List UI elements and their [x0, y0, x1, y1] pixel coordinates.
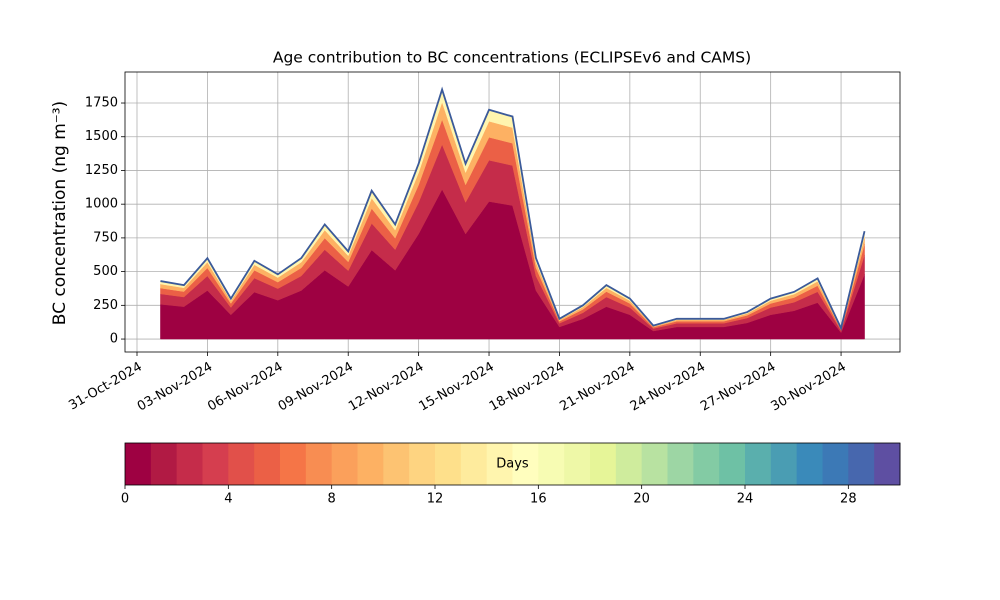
- y-axis-label: BC concentration (ng m⁻³): [50, 101, 70, 325]
- colorbar-cell: [202, 443, 229, 485]
- colorbar-cell: [719, 443, 746, 485]
- x-tick-label: 06-Nov-2024: [205, 360, 285, 415]
- colorbar-label: Days: [496, 457, 529, 472]
- x-tick-label: 21-Nov-2024: [557, 360, 637, 415]
- x-tick-label: 18-Nov-2024: [487, 360, 567, 415]
- y-tick-label: 1500: [85, 129, 118, 144]
- colorbar-cell: [150, 443, 178, 485]
- colorbar-tick-label: 16: [530, 492, 547, 507]
- colorbar-cell: [564, 443, 591, 485]
- colorbar-frame: [124, 442, 901, 486]
- colorbar-cell: [512, 443, 539, 485]
- y-tick-label: 1250: [85, 163, 118, 178]
- colorbar-tick-label: 0: [121, 492, 129, 507]
- y-tick-label: 750: [93, 230, 118, 245]
- colorbar-cell: [228, 443, 255, 485]
- colorbar-cell: [435, 443, 462, 485]
- colorbar-tick-label: 24: [737, 492, 754, 507]
- y-tick-label: 500: [93, 264, 118, 279]
- y-tick-label: 1000: [85, 197, 118, 212]
- x-tick-label: 30-Nov-2024: [769, 360, 849, 415]
- colorbar-cell: [305, 443, 333, 485]
- colorbar-cell: [460, 443, 488, 485]
- colorbar-tick-label: 8: [328, 492, 336, 507]
- colorbar-cell: [538, 443, 565, 485]
- colorbar-cell: [615, 443, 643, 485]
- colorbar-tick-label: 20: [633, 492, 650, 507]
- colorbar-cell: [409, 443, 436, 485]
- colorbar-tick-label: 4: [224, 492, 232, 507]
- colorbar-cell: [796, 443, 823, 485]
- colorbar-cell: [280, 443, 307, 485]
- total-outline: [160, 86, 866, 331]
- x-tick-label: 27-Nov-2024: [698, 360, 778, 415]
- y-tick-label: 1750: [85, 96, 118, 111]
- colorbar-cell: [770, 443, 798, 485]
- colorbar-cell: [693, 443, 720, 485]
- y-tick-label: 0: [110, 332, 118, 347]
- colorbar-cell: [874, 443, 901, 485]
- x-tick-label: 24-Nov-2024: [628, 360, 708, 415]
- colorbar-cell: [745, 443, 772, 485]
- colorbar-cell: [254, 443, 281, 485]
- y-tick-label: 250: [93, 298, 118, 313]
- colorbar-cell: [590, 443, 617, 485]
- x-tick-label: 03-Nov-2024: [135, 360, 215, 415]
- colorbar-cell: [641, 443, 668, 485]
- plot-frame: [124, 71, 901, 353]
- colorbar-cell: [176, 443, 203, 485]
- colorbar-cell: [383, 443, 410, 485]
- x-tick-label: 31-Oct-2024: [66, 360, 144, 414]
- x-tick-label: 09-Nov-2024: [276, 360, 356, 415]
- colorbar-tick-label: 28: [840, 492, 857, 507]
- colorbar-cell: [125, 443, 152, 485]
- colorbar-cell: [331, 443, 358, 485]
- colorbar-cell: [848, 443, 875, 485]
- colorbar-cell: [667, 443, 694, 485]
- colorbar-cell: [822, 443, 849, 485]
- chart-title: Age contribution to BC concentrations (E…: [273, 49, 751, 67]
- colorbar-cell: [486, 443, 513, 485]
- colorbar-cell: [357, 443, 384, 485]
- colorbar-tick-label: 12: [427, 492, 444, 507]
- x-tick-label: 15-Nov-2024: [417, 360, 497, 415]
- x-tick-label: 12-Nov-2024: [346, 360, 426, 415]
